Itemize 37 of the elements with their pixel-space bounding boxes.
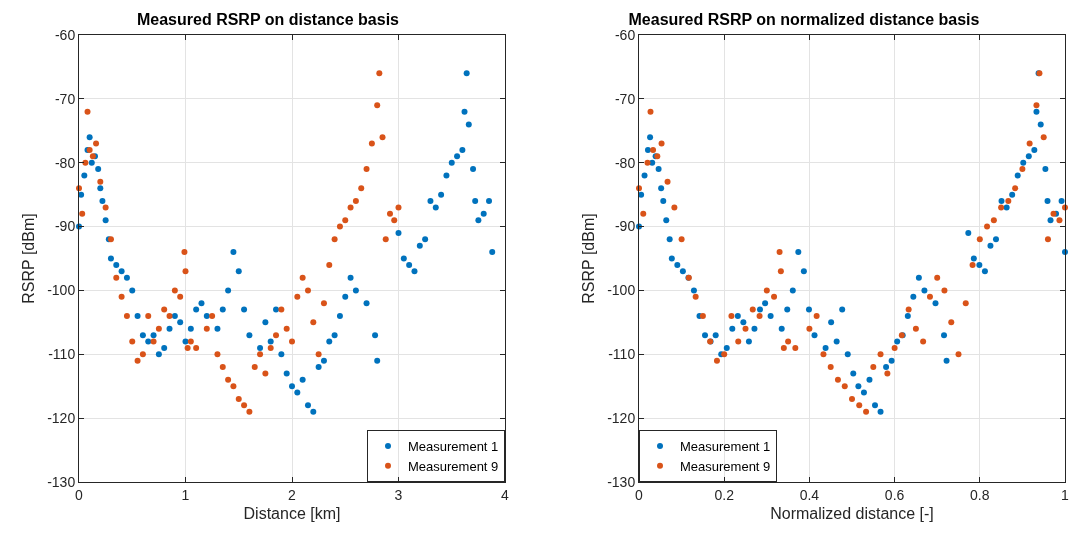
x-tick-label: 3 bbox=[394, 486, 403, 503]
x-tick-label: 0.4 bbox=[799, 486, 820, 503]
y-tick-label: -100 bbox=[47, 282, 76, 299]
y-tick-label: -110 bbox=[608, 346, 636, 363]
y-tick-label: -110 bbox=[48, 346, 76, 363]
x-tick-label: 0.2 bbox=[714, 486, 735, 503]
y-tick-label: -130 bbox=[607, 473, 636, 490]
legend-label: Measurement 9 bbox=[680, 458, 771, 474]
x-tick-label: 0 bbox=[75, 486, 84, 503]
x-tick-label: 0 bbox=[635, 486, 644, 503]
y-tick-label: -90 bbox=[54, 218, 76, 235]
y-axis-title: RSRP [dBm] bbox=[580, 213, 598, 304]
y-tick-label: -70 bbox=[54, 90, 76, 107]
y-tick-label: -60 bbox=[54, 26, 76, 43]
x-tick-label: 1 bbox=[1061, 486, 1070, 503]
y-tick-label: -120 bbox=[607, 410, 636, 427]
x-axis-title: Distance [km] bbox=[243, 505, 341, 523]
x-tick-label: 2 bbox=[288, 486, 297, 503]
y-axis-title: RSRP [dBm] bbox=[20, 213, 38, 304]
y-tick-label: -130 bbox=[47, 473, 76, 490]
legend-label: Measurement 1 bbox=[680, 439, 771, 455]
chart-title: Measured RSRP on distance basis bbox=[136, 10, 400, 28]
y-tick-label: -80 bbox=[614, 154, 636, 171]
y-tick-label: -90 bbox=[614, 218, 636, 235]
x-tick-label: 1 bbox=[181, 486, 190, 503]
y-tick-label: -60 bbox=[614, 26, 636, 43]
x-tick-label: 0.8 bbox=[970, 486, 990, 503]
y-tick-label: -120 bbox=[47, 410, 76, 427]
legend-label: Measurement 1 bbox=[408, 439, 499, 455]
y-tick-label: -100 bbox=[607, 282, 636, 299]
x-axis-title: Normalized distance [-] bbox=[770, 505, 934, 523]
legend-label: Measurement 9 bbox=[408, 458, 499, 474]
x-tick-label: 4 bbox=[501, 486, 510, 503]
x-tick-label: 0.6 bbox=[884, 486, 905, 503]
y-tick-label: -80 bbox=[54, 154, 76, 171]
chart-title: Measured RSRP on normalized distance basis bbox=[628, 10, 980, 28]
y-tick-label: -70 bbox=[614, 90, 636, 107]
